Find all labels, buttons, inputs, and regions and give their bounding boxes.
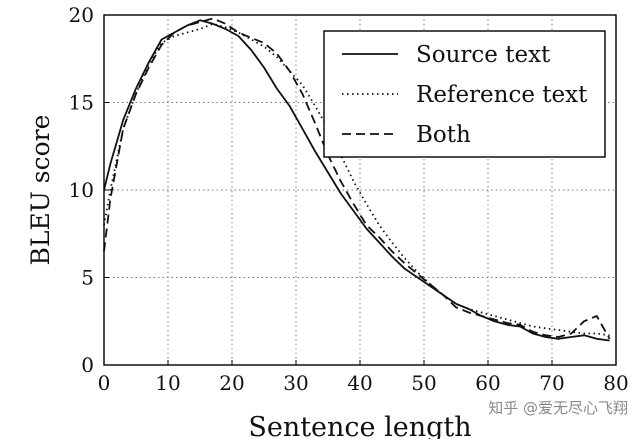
x-tick-label: 30 xyxy=(283,371,308,395)
x-axis-label: Sentence length xyxy=(248,412,471,439)
watermark: 知乎 @爱无尽心飞翔 xyxy=(488,399,628,417)
legend-box xyxy=(323,30,606,158)
y-tick-label: 5 xyxy=(81,266,94,290)
legend-label-2: Reference text xyxy=(416,82,588,108)
x-tick-label: 0 xyxy=(98,371,111,395)
y-tick-label: 15 xyxy=(69,91,94,115)
y-tick-label: 20 xyxy=(69,3,94,27)
plot-frame xyxy=(103,14,617,366)
x-tick-label: 10 xyxy=(155,371,180,395)
x-tick-label: 60 xyxy=(475,371,500,395)
x-tick-label: 20 xyxy=(219,371,244,395)
x-axis-ticks: 0 10 20 30 40 50 60 70 80 xyxy=(98,360,629,395)
y-tick-label: 0 xyxy=(81,353,94,377)
series-lines xyxy=(103,17,611,342)
x-tick-label: 50 xyxy=(411,371,436,395)
legend-label-1: Source text xyxy=(416,42,551,68)
y-tick-label: 10 xyxy=(69,178,94,202)
y-axis-label: BLEU score xyxy=(26,115,55,266)
series-line-3 xyxy=(103,17,611,340)
x-tick-label: 40 xyxy=(347,371,372,395)
series-line-2 xyxy=(103,22,610,337)
x-tick-label: 80 xyxy=(603,371,628,395)
legend-label-3: Both xyxy=(416,122,471,148)
legend: Source text Reference text Both xyxy=(323,30,606,158)
x-tick-label: 70 xyxy=(539,371,564,395)
y-axis-ticks: 0 5 10 15 20 xyxy=(69,3,109,377)
